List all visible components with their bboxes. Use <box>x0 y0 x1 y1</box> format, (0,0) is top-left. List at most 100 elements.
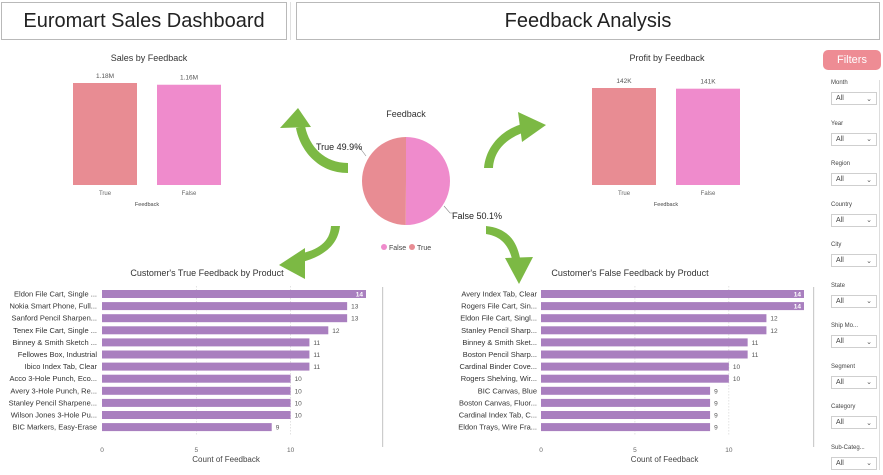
false-products-category-label: Avery Index Tab, Clear <box>461 290 537 299</box>
pie-legend-swatch <box>381 244 387 250</box>
filter-dropdown[interactable]: All ⌄ <box>831 416 877 429</box>
pie-legend-label: True <box>417 245 431 252</box>
arrow-down-left-icon <box>299 226 340 262</box>
chevron-down-icon: ⌄ <box>866 136 872 143</box>
true-products-scrollbar[interactable] <box>382 287 384 447</box>
true-products-bar <box>102 374 291 383</box>
true-products-bar <box>102 314 348 323</box>
true-products-category-label: Avery 3-Hole Punch, Re... <box>10 386 97 395</box>
chevron-down-icon: ⌄ <box>866 338 872 346</box>
false-products-bar <box>541 350 748 359</box>
pie-slice-false <box>405 137 450 225</box>
filter-value: All <box>836 419 844 426</box>
false-products-category-label: Cardinal Index Tab, C... <box>459 411 537 420</box>
pie-slice-true <box>361 137 406 225</box>
filter-dropdown[interactable]: All ⌄ <box>831 92 877 105</box>
true-products-bar <box>102 350 310 359</box>
true-products-data-label: 11 <box>313 364 320 371</box>
true-products-category-label: Tenex File Cart, Single ... <box>13 326 97 335</box>
chevron-down-icon: ⌄ <box>866 419 872 427</box>
filters-scrollbar[interactable] <box>879 80 880 470</box>
filter-1: Year All ⌄ <box>831 121 879 146</box>
true-products-data-label: 9 <box>276 425 280 432</box>
filter-label: Region <box>831 161 851 167</box>
filter-dropdown[interactable]: All ⌄ <box>831 132 877 146</box>
true-products-data-label: 10 <box>295 376 303 383</box>
filter-value: All <box>836 459 844 467</box>
pie-legend-label: False <box>389 245 406 252</box>
profit-bar-true <box>592 88 656 185</box>
false-products-xlabel: Count of Feedback <box>631 455 700 464</box>
false-products-bar <box>541 423 711 432</box>
false-products-scrollbar[interactable] <box>813 287 815 447</box>
false-products-bar <box>541 411 711 419</box>
profit-data-label: 142K <box>616 78 632 85</box>
false-products-bar <box>541 338 748 347</box>
filter-value: All <box>836 95 844 102</box>
filter-value: All <box>836 257 844 264</box>
filter-2: Region All ⌄ <box>831 161 879 186</box>
false-products-tick-label: 10 <box>725 447 733 454</box>
sales-data-label: 1.16M <box>180 75 198 82</box>
filter-dropdown[interactable]: All ⌄ <box>831 173 877 186</box>
true-products-bar <box>102 423 272 432</box>
false-products-data-label: 10 <box>733 376 741 383</box>
true-products-bar <box>102 386 291 395</box>
false-products-category-label: Binney & Smith Sket... <box>462 338 537 347</box>
pie-label-true: True 49.9% <box>316 142 362 152</box>
filters-button[interactable]: Filters <box>823 50 881 70</box>
filter-value: All <box>836 216 844 224</box>
filter-8: Category All ⌄ <box>831 404 879 429</box>
arrow-up-left-icon-head <box>280 108 311 128</box>
false-products-data-label: 12 <box>770 316 778 323</box>
false-products-data-label: 9 <box>714 425 718 432</box>
sales-tick-label: False <box>182 191 197 197</box>
false-products-data-label: 9 <box>714 400 718 407</box>
chevron-down-icon: ⌄ <box>866 460 872 467</box>
filter-label: Country <box>831 201 853 208</box>
true-products-category-label: Stanley Pencil Sharpene... <box>9 398 97 407</box>
arrow-down-right-icon <box>486 226 520 259</box>
chevron-down-icon: ⌄ <box>866 95 872 103</box>
filter-7: Segment All ⌄ <box>831 364 879 389</box>
false-products-data-label: 10 <box>733 364 741 371</box>
filter-label: Year <box>831 120 844 127</box>
false-products-data-label: 14 <box>794 304 802 311</box>
false-products-category-label: Stanley Pencil Sharp... <box>461 326 537 335</box>
profit-xlabel: Feedback <box>654 202 678 208</box>
false-products-bar <box>541 386 711 395</box>
true-products-bar <box>102 302 348 311</box>
filter-label: Sub-Categ... <box>831 444 865 451</box>
filter-0: Month All ⌄ <box>831 80 879 105</box>
false-products-tick-label: 0 <box>539 447 543 454</box>
filter-value: All <box>836 378 844 386</box>
false-products-data-label: 14 <box>794 292 802 299</box>
filter-value: All <box>836 338 844 345</box>
true-products-tick-label: 10 <box>287 447 295 454</box>
filter-dropdown[interactable]: All ⌄ <box>831 335 877 348</box>
sales-xlabel: Feedback <box>135 202 159 208</box>
true-products-bar <box>102 338 310 347</box>
filter-label: Category <box>831 404 856 410</box>
false-products-tick-label: 5 <box>633 447 637 454</box>
false-products-bar <box>541 374 729 383</box>
true-products-data-label: 13 <box>351 316 359 323</box>
dashboard-title: Euromart Sales Dashboard <box>1 2 287 40</box>
profit-bar-false <box>676 88 740 185</box>
filter-dropdown[interactable]: All ⌄ <box>831 294 877 308</box>
true-products-category-label: Wilson Jones 3-Hole Pu... <box>11 411 97 420</box>
pie-title: Feedback <box>386 109 426 119</box>
true-products-data-label: 10 <box>295 400 303 407</box>
filter-dropdown[interactable]: All ⌄ <box>831 254 877 267</box>
filter-3: Country All ⌄ <box>831 202 879 227</box>
false-products-data-label: 11 <box>752 340 759 347</box>
filter-dropdown[interactable]: All ⌄ <box>831 375 877 389</box>
filter-6: Ship Mo... All ⌄ <box>831 323 879 348</box>
false-products-bar <box>541 326 767 335</box>
true-products-data-label: 10 <box>295 413 303 420</box>
sales-bar-true <box>73 83 137 185</box>
filter-dropdown[interactable]: All ⌄ <box>831 456 877 470</box>
false-products-category-label: Rogers File Cart, Sin... <box>461 302 537 311</box>
filter-dropdown[interactable]: All ⌄ <box>831 213 877 227</box>
arrow-up-right-icon-head <box>518 112 546 142</box>
